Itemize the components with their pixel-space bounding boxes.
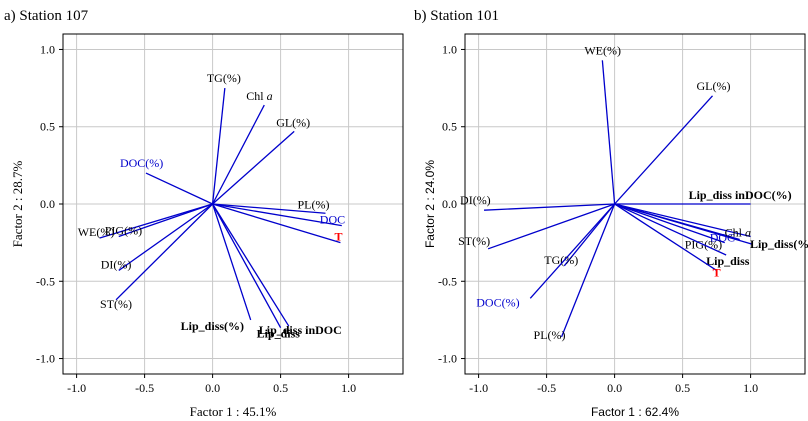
x-axis-label: Factor 1 : 45.1% — [190, 404, 277, 419]
vector-label: Lip_diss inDOC(%) — [689, 188, 792, 202]
x-tick-label: 0.0 — [607, 381, 622, 395]
x-tick-label: 0.5 — [675, 381, 690, 395]
loading-vectors: WE(%) GL(%) DI(%) ST(%) Lip_diss inDOC(%) DOC… — [458, 43, 808, 342]
loading-vector-line — [614, 95, 714, 205]
x-tick-label: -1.0 — [67, 381, 86, 395]
loading-vector-line — [614, 203, 753, 245]
panel-title: a) Station 107 — [4, 8, 89, 24]
vector-label: Lip_diss — [257, 327, 301, 341]
y-axis-label: Factor 2 : 24.0% — [423, 160, 437, 248]
y-tick-label: 0.5 — [40, 120, 55, 134]
vector-label: ST(%) — [458, 234, 490, 248]
y-axis-label: Factor 2 : 28.7% — [10, 161, 25, 248]
vector-label: T — [713, 265, 721, 279]
loading-vector-line — [601, 60, 616, 205]
vector-label: PL(%) — [534, 328, 566, 342]
x-tick-label: 1.0 — [743, 381, 758, 395]
loading-vector-line — [212, 104, 265, 205]
panel-station-107: a) Station 107 -1.0 -0.5 0.0 0.5 1.0 -1.0 -0.5… — [4, 8, 404, 419]
x-axis-label: Factor 1 : 62.4% — [591, 405, 679, 419]
vector-label: Lip_diss(%) — [750, 237, 808, 251]
vector-label: PL(%) — [297, 197, 329, 211]
loading-vector-line — [614, 203, 727, 256]
y-tick-label: -1.0 — [36, 352, 55, 366]
y-tick-label: 0.0 — [442, 197, 457, 211]
loading-vector-line — [118, 203, 213, 271]
vector-label: DI(%) — [101, 257, 132, 271]
loading-vector-line — [212, 203, 341, 244]
vector-label: DI(%) — [460, 193, 491, 207]
loading-vector-line — [211, 88, 226, 205]
vector-label: ST(%) — [100, 297, 132, 311]
panel-title: b) Station 101 — [414, 8, 499, 24]
vector-label: TG(%) — [207, 71, 241, 85]
loading-vector-line — [614, 203, 717, 271]
x-tick-label: -0.5 — [537, 381, 556, 395]
vector-label: T — [334, 230, 342, 244]
x-tick-label: -1.0 — [469, 381, 488, 395]
y-tick-label: 1.0 — [442, 42, 457, 56]
tick-labels: -1.0 -0.5 0.0 0.5 1.0 -1.0 -0.5 0.0 0.5 1.0 — [438, 42, 758, 395]
vector-label: WE(%) — [584, 43, 621, 57]
x-tick-label: 0.0 — [205, 381, 220, 395]
vector-label: PIG(%) — [105, 223, 142, 237]
vector-label: Lip_diss(%) — [181, 319, 244, 333]
vector-label: Chl a — [725, 225, 751, 239]
loading-vector-line — [145, 172, 213, 205]
vector-label: GL(%) — [276, 115, 310, 129]
y-tick-label: 0.0 — [40, 197, 55, 211]
vector-label: DOC — [320, 213, 345, 227]
loading-vector-line — [212, 130, 295, 205]
loading-vector-line — [614, 203, 725, 244]
loading-vector-line — [212, 203, 326, 214]
vector-label: DOC(%) — [476, 295, 519, 309]
loading-vector-line — [118, 203, 213, 238]
loading-vector-line — [115, 203, 214, 301]
vector-label: Lip_diss inDOC — [259, 323, 342, 337]
loading-vector-line — [212, 203, 290, 327]
loading-vectors: TG(%) Chl a GL(%) DOC(%) PL(%) DOC T WE(%)PIG(%… — [78, 71, 345, 341]
x-tick-label: 0.5 — [273, 381, 288, 395]
loading-vector-line — [614, 203, 751, 238]
x-tick-label: 1.0 — [341, 381, 356, 395]
loading-vector-line — [212, 203, 342, 227]
vector-label: Lip_diss — [706, 254, 750, 268]
loading-vector-line — [529, 203, 616, 299]
y-tick-label: 0.5 — [442, 120, 457, 134]
y-tick-label: -0.5 — [438, 274, 457, 288]
vector-label: TG(%) — [544, 253, 578, 267]
loading-vector-line — [99, 203, 213, 239]
gridlines — [63, 34, 403, 374]
y-tick-label: -0.5 — [36, 274, 55, 288]
loading-vector-line — [484, 203, 615, 211]
y-tick-label: 1.0 — [40, 42, 55, 56]
vector-label: Chl a — [246, 89, 272, 103]
loading-vector-line — [212, 203, 282, 328]
vector-label: GL(%) — [697, 79, 731, 93]
panel-station-101: b) Station 101 -1.0 -0.5 0.0 0.5 1.0 -1.0 -0.5… — [414, 8, 808, 419]
loading-vector-line — [487, 203, 615, 250]
loading-vector-line — [211, 203, 252, 321]
tick-labels: -1.0 -0.5 0.0 0.5 1.0 -1.0 -0.5 0.0 0.5 1.0 — [36, 42, 356, 395]
loading-vector-line — [560, 203, 616, 338]
vector-label: WE(%) — [78, 225, 115, 239]
y-tick-label: -1.0 — [438, 352, 457, 366]
x-tick-label: -0.5 — [135, 381, 154, 395]
vector-label: DOC(%) — [120, 156, 163, 170]
